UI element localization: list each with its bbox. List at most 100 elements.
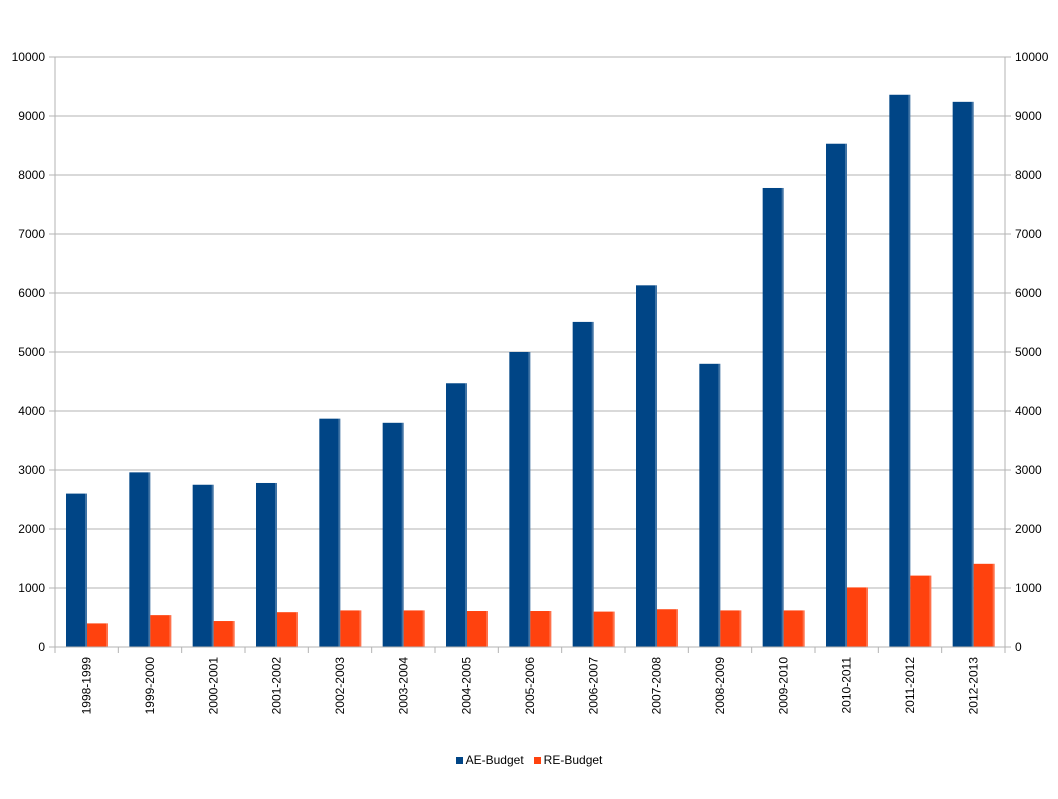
bar-edge-highlight [401,422,404,647]
y-tick-label-right: 6000 [1015,286,1042,300]
x-tick-label: 2008-2009 [713,657,727,715]
bar-ae-budget-2009-2010 [762,187,784,648]
bar-edge-highlight [655,285,657,647]
x-tick-label: 1999-2000 [143,657,157,715]
y-tick-label-right: 7000 [1015,227,1042,241]
x-tick-label: 2005-2006 [523,657,537,715]
y-tick-label-right: 9000 [1015,109,1042,123]
bar-re-budget-2003-2004 [403,610,425,647]
y-tick-label-left: 5000 [18,345,45,359]
bar-ae-budget-2002-2003 [319,418,341,647]
bar-edge-highlight [359,610,362,647]
x-tick-label: 2003-2004 [396,657,410,715]
y-tick-label-right: 2000 [1015,522,1042,536]
bar-edge-highlight [422,610,425,647]
bar-edge-highlight [802,610,805,647]
bar-re-budget-2010-2011 [847,587,868,647]
bar-edge-highlight [148,472,151,647]
y-tick-label-left: 6000 [18,286,45,300]
bar-edge-highlight [275,482,277,647]
x-tick-label: 1998-1999 [80,657,94,715]
bar-edge-highlight [971,101,974,648]
y-tick-label-right: 3000 [1015,463,1042,477]
bar-re-budget-2002-2003 [340,610,362,647]
bar-edge-highlight [845,143,847,648]
bar-re-budget-2006-2007 [593,611,615,647]
bar-edge-highlight [549,611,552,647]
y-tick-label-right: 4000 [1015,404,1042,418]
bar-edge-highlight [908,94,911,647]
legend-item-re-budget: RE-Budget [533,753,603,767]
bar-edge-highlight [676,609,678,647]
x-tick-label: 2002-2003 [333,657,347,715]
y-tick-label-right: 10000 [1015,50,1049,64]
bar-ae-budget-2000-2001 [192,484,214,647]
legend-swatch-re-budget [533,756,541,764]
bar-edge-highlight [296,612,298,647]
bar-ae-budget-1999-2000 [129,472,151,647]
bar-edge-highlight [106,623,108,647]
y-tick-label-left: 3000 [18,463,45,477]
bar-edge-highlight [992,563,995,647]
bar-edge-highlight [232,621,235,647]
y-tick-label-right: 0 [1015,640,1022,654]
bar-edge-highlight [528,352,531,647]
bar-re-budget-2001-2002 [277,612,298,647]
y-tick-label-left: 1000 [18,581,45,595]
bar-edge-highlight [465,383,467,647]
y-tick-label-left: 8000 [18,168,45,182]
bar-edge-highlight [866,587,868,647]
bar-re-budget-2004-2005 [467,611,488,647]
bar-re-budget-2000-2001 [213,621,235,647]
bar-edge-highlight [718,363,721,647]
y-tick-label-left: 9000 [18,109,45,123]
bar-ae-budget-2001-2002 [256,482,277,647]
y-tick-label-left: 10000 [12,50,46,64]
bar-re-budget-1998-1999 [87,623,108,647]
x-tick-label: 2012-2013 [966,657,980,715]
bar-re-budget-2011-2012 [910,575,932,647]
legend-item-ae-budget: AE-Budget [455,753,524,767]
x-tick-label: 2000-2001 [206,657,220,715]
bar-ae-budget-2005-2006 [509,352,531,647]
x-tick-label: 2010-2011 [840,657,854,714]
bar-re-budget-2007-2008 [657,609,678,647]
bar-edge-highlight [781,187,784,648]
bar-ae-budget-2007-2008 [636,285,657,647]
x-tick-label: 2001-2002 [270,657,284,715]
bar-edge-highlight [739,610,742,647]
chart-legend: AE-Budget RE-Budget [0,751,1058,769]
x-tick-label: 2004-2005 [460,657,474,715]
bar-edge-highlight [612,611,615,647]
x-tick-label: 2011-2012 [903,657,917,714]
bar-edge-highlight [169,615,172,647]
bar-ae-budget-2010-2011 [826,143,847,648]
bar-edge-highlight [486,611,488,647]
y-tick-label-right: 5000 [1015,345,1042,359]
bar-edge-highlight [338,418,341,647]
bar-ae-budget-2011-2012 [889,94,911,647]
bar-edge-highlight [211,484,214,647]
bar-ae-budget-2004-2005 [446,383,467,647]
bar-edge-highlight [591,321,594,647]
bar-ae-budget-2006-2007 [572,321,594,647]
y-tick-label-left: 4000 [18,404,45,418]
y-tick-label-left: 7000 [18,227,45,241]
bar-ae-budget-2003-2004 [382,422,404,647]
bar-re-budget-2008-2009 [720,610,742,647]
bar-re-budget-2005-2006 [530,611,552,647]
legend-label-re-budget: RE-Budget [543,753,603,767]
bar-ae-budget-2008-2009 [699,363,721,647]
y-tick-label-right: 1000 [1015,581,1042,595]
bar-edge-highlight [929,575,932,647]
bar-re-budget-2009-2010 [783,610,805,647]
x-tick-label: 2009-2010 [776,657,790,715]
y-tick-label-right: 8000 [1015,168,1042,182]
bar-ae-budget-1998-1999 [66,493,87,647]
y-tick-label-left: 2000 [18,522,45,536]
bar-ae-budget-2012-2013 [952,101,974,648]
x-tick-label: 2006-2007 [586,657,600,715]
legend-label-ae-budget: AE-Budget [465,753,524,767]
